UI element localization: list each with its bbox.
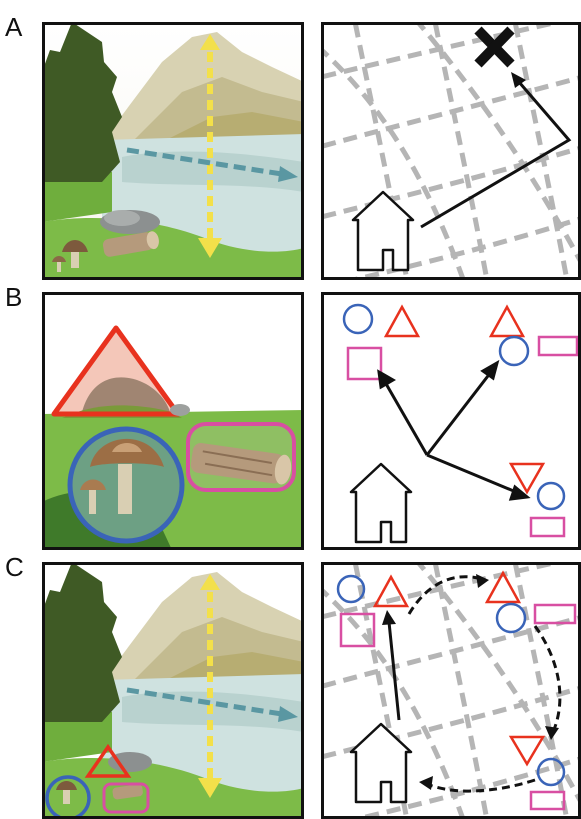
pine-tree (42, 562, 122, 722)
square-landmark (529, 516, 566, 538)
circle-landmark (342, 303, 374, 335)
circle-landmark (498, 335, 530, 367)
panel-b-scene (42, 292, 304, 550)
mushroom (52, 240, 88, 272)
circle-landmark (336, 574, 366, 604)
triangle-landmark (383, 304, 421, 338)
pine-tree (42, 22, 122, 182)
panel-b-map (321, 292, 581, 550)
triangle-landmark (488, 304, 526, 338)
triangle-landmark (508, 735, 546, 767)
panel-c-scene (42, 562, 304, 819)
row-label-a: A (5, 12, 23, 42)
circle-landmark (495, 602, 527, 634)
circle-landmark (536, 481, 566, 511)
triangle-landmark (508, 462, 546, 495)
square-landmark (529, 790, 566, 811)
panel-a-map (321, 22, 581, 280)
square-landmark (102, 782, 150, 814)
panel-a-scene (42, 22, 304, 280)
triangle-landmark (84, 743, 132, 778)
panel-c-map (321, 562, 581, 819)
house-icon (349, 462, 413, 544)
square-landmark (537, 335, 579, 357)
row-label-c: C (5, 552, 24, 582)
arrow-diagonal (126, 147, 283, 177)
house-icon (349, 722, 413, 804)
triangle-landmark (372, 574, 410, 608)
square-landmark (339, 612, 376, 648)
row-label-b: B (5, 282, 23, 312)
log (102, 231, 159, 257)
house-icon (351, 190, 415, 272)
cross-goal-icon (474, 26, 515, 68)
circle-landmark (45, 775, 91, 819)
square-landmark (533, 603, 577, 625)
grid-lines (321, 22, 581, 280)
square-landmark (346, 346, 383, 381)
triangle-landmark (484, 570, 522, 604)
circle-landmark (536, 757, 566, 787)
